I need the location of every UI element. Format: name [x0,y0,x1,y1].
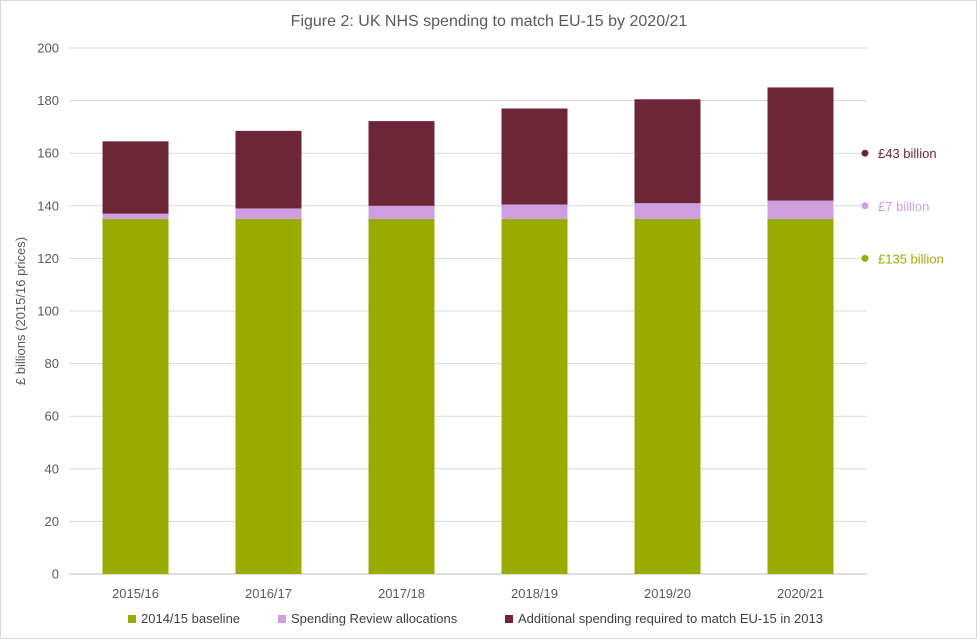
legend-label: Spending Review allocations [291,611,458,626]
bar-segment [501,108,568,205]
bar-segment [102,218,169,574]
y-tick-label: 120 [37,251,59,266]
annotation-label: £135 billion [878,251,944,266]
gridlines [69,47,867,575]
bar-segment [102,141,169,214]
bar-segment [102,213,169,219]
bar-segment [368,218,435,574]
y-axis-ticks: 0 20 40 60 80 100 120 140 160 180 200 [37,41,59,582]
x-tick-label: 2019/20 [644,586,691,601]
bar-segment [501,204,568,219]
y-tick-label: 40 [45,461,59,476]
bar-segment [767,218,834,574]
annotation-marker [861,254,869,262]
legend-swatch [505,615,513,623]
bar-segment [634,218,701,574]
bar-segment [235,130,302,209]
bar-segment [235,208,302,219]
x-tick-label: 2015/16 [112,586,159,601]
annotation-label: £7 billion [878,199,929,214]
bar-segment [368,205,435,219]
bar-segment [767,200,834,219]
bar-segment [235,218,302,574]
bar-segment [634,99,701,204]
legend: 2014/15 baseline Spending Review allocati… [128,611,823,626]
legend-swatch [278,615,286,623]
y-tick-label: 80 [45,356,59,371]
y-tick-label: 200 [37,41,59,56]
y-tick-label: 100 [37,304,59,319]
chart-title: Figure 2: UK NHS spending to match EU-15… [291,13,688,30]
y-tick-label: 60 [45,409,59,424]
bar-segment [501,218,568,574]
bars [102,87,834,574]
y-tick-label: 140 [37,198,59,213]
y-tick-label: 180 [37,93,59,108]
legend-label: Additional spending required to match EU… [518,611,823,626]
x-tick-label: 2016/17 [245,586,292,601]
y-axis-title: £ billions (2015/16 prices) [13,237,28,385]
y-tick-label: 0 [52,567,59,582]
annotation-marker [861,202,869,210]
x-axis-ticks: 2015/16 2016/17 2017/18 2018/19 2019/20 2020/… [112,586,824,601]
x-tick-label: 2017/18 [378,586,425,601]
y-tick-label: 20 [45,514,59,529]
annotation-label: £43 billion [878,146,937,161]
y-tick-label: 160 [37,146,59,161]
bar-segment [634,203,701,219]
legend-swatch [128,615,136,623]
annotation-marker [861,149,869,157]
bar-segment [767,87,834,201]
legend-label: 2014/15 baseline [141,611,240,626]
annotations: £43 billion £7 billion £135 billion [861,146,944,266]
x-tick-label: 2020/21 [777,586,824,601]
bar-segment [368,121,435,206]
x-tick-label: 2018/19 [511,586,558,601]
